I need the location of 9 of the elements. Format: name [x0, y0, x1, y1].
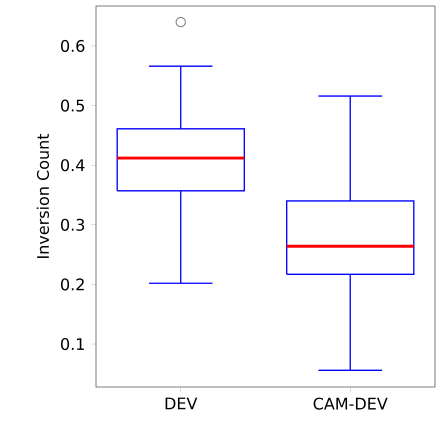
y-axis-title: Inversion Count [36, 134, 50, 258]
x-tick-label: DEV [166, 398, 198, 410]
y-tick-label: 0.4 [61, 159, 85, 172]
x-tick-label: CAM-DEV [314, 398, 388, 410]
y-tick-label: 0.1 [61, 338, 84, 350]
y-tick-label: 0.5 [61, 100, 84, 112]
y-tick-label: 0.2 [61, 278, 84, 290]
y-tick-label: 0.3 [61, 218, 84, 231]
y-tick-label: 0.6 [61, 40, 84, 52]
